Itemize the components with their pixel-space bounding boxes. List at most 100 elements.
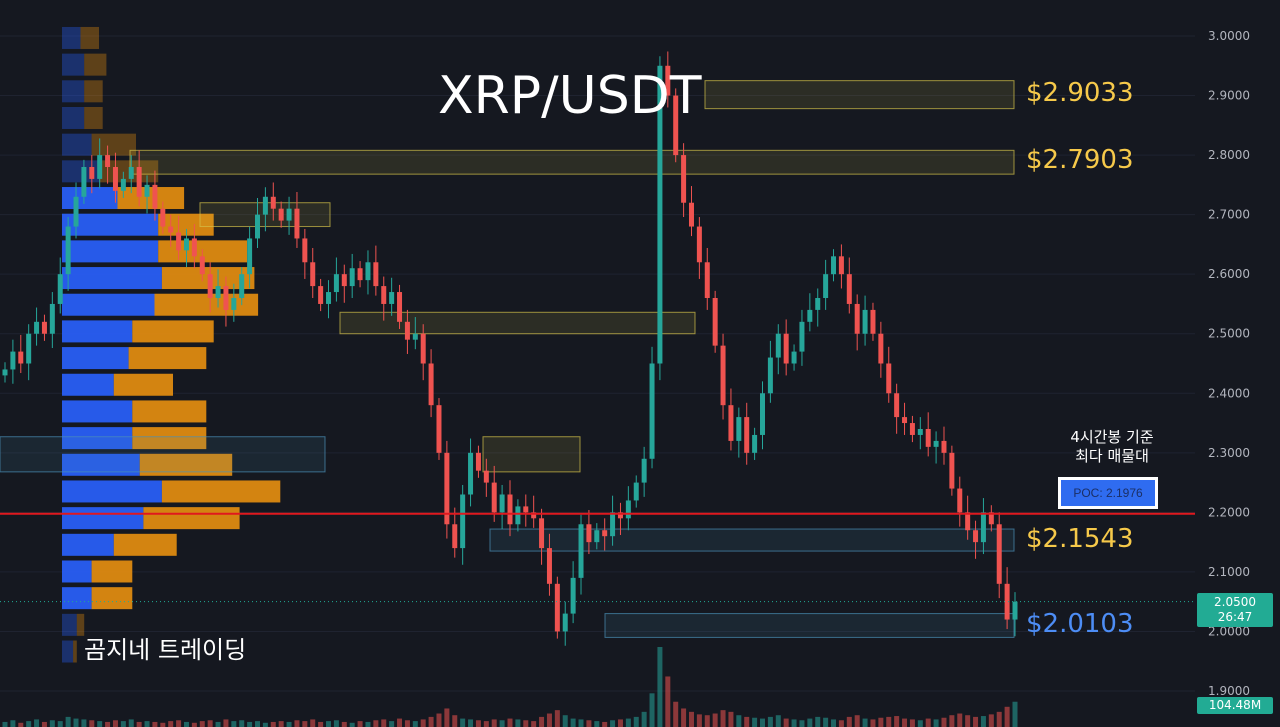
y-tick-label: 2.0000 bbox=[1208, 624, 1250, 638]
volume-bar bbox=[973, 716, 979, 727]
volume-bar bbox=[996, 711, 1002, 727]
volume-bar bbox=[831, 719, 837, 727]
y-tick-label: 1.9000 bbox=[1208, 684, 1250, 698]
candle-body bbox=[965, 512, 971, 531]
candle-body bbox=[81, 167, 87, 197]
candle-body bbox=[539, 518, 545, 549]
volume-bar bbox=[886, 716, 892, 727]
volume-bar bbox=[160, 722, 166, 727]
profile-bar-down bbox=[139, 453, 233, 476]
candle-body bbox=[333, 274, 339, 293]
profile-bar-up bbox=[62, 240, 159, 263]
profile-bar-up bbox=[62, 533, 114, 556]
volume-bar bbox=[846, 716, 852, 727]
candle-body bbox=[294, 208, 300, 239]
volume-bar bbox=[326, 721, 332, 727]
volume-bar bbox=[617, 719, 623, 727]
candle-body bbox=[168, 226, 174, 233]
candle-body bbox=[767, 357, 773, 394]
volume-bar bbox=[460, 718, 466, 727]
volume-bar bbox=[397, 718, 403, 727]
candle-body bbox=[247, 238, 253, 275]
candle-body bbox=[199, 256, 205, 275]
candle-body bbox=[578, 524, 584, 578]
candle-body bbox=[807, 309, 813, 322]
candle-body bbox=[215, 286, 221, 298]
candle-body bbox=[397, 292, 403, 322]
candle-body bbox=[554, 583, 560, 632]
countdown: 26:47 bbox=[1217, 610, 1253, 624]
volume-bar bbox=[34, 719, 40, 727]
candle-body bbox=[223, 286, 229, 310]
candle-body bbox=[357, 268, 363, 281]
candle-body bbox=[428, 363, 434, 406]
chart-title: XRP/USDT bbox=[438, 66, 702, 126]
volume-bar bbox=[957, 713, 963, 727]
level-label: $2.9033 bbox=[1026, 77, 1134, 108]
volume-bar bbox=[294, 720, 300, 727]
volume-bar bbox=[136, 721, 142, 727]
candle-body bbox=[420, 333, 426, 364]
candle-body bbox=[460, 494, 466, 549]
candle-body bbox=[941, 440, 947, 453]
current-price-tag: 2.0500 26:47 bbox=[1197, 593, 1273, 627]
candle-body bbox=[602, 530, 608, 537]
volume-bar bbox=[902, 718, 908, 727]
volume-bar bbox=[341, 721, 347, 727]
candle-body bbox=[499, 494, 505, 513]
volume-bar bbox=[799, 720, 805, 727]
volume-bar bbox=[815, 716, 821, 727]
candle-body bbox=[404, 321, 410, 340]
candle-body bbox=[507, 494, 513, 525]
volume-bar bbox=[775, 715, 781, 727]
candle-body bbox=[49, 303, 55, 334]
candle-body bbox=[894, 393, 900, 418]
volume-bar bbox=[112, 720, 118, 727]
volume-bar bbox=[491, 719, 497, 727]
volume-bar bbox=[475, 720, 481, 727]
candle-body bbox=[902, 417, 908, 424]
volume-bar bbox=[673, 701, 679, 727]
zone-box bbox=[339, 311, 696, 335]
volume-bar bbox=[26, 721, 32, 727]
volume-bar bbox=[878, 717, 884, 727]
volume-bar bbox=[736, 715, 742, 727]
candle-body bbox=[270, 196, 276, 209]
profile-bar-up bbox=[62, 373, 114, 396]
volume-bar bbox=[578, 719, 584, 727]
volume-bar bbox=[183, 721, 189, 727]
candle-body bbox=[823, 274, 829, 298]
volume-bar bbox=[73, 718, 79, 727]
profile-bar-down bbox=[84, 80, 103, 103]
volume-bar bbox=[468, 719, 474, 727]
zone-box bbox=[482, 436, 581, 473]
volume-bar bbox=[333, 720, 339, 727]
candle-body bbox=[641, 458, 647, 483]
candle-body bbox=[89, 167, 95, 179]
y-tick-label: 2.6000 bbox=[1208, 267, 1250, 281]
volume-bar bbox=[980, 716, 986, 727]
profile-bar-down bbox=[91, 587, 133, 610]
candle-body bbox=[775, 333, 781, 358]
volume-bars bbox=[2, 647, 1018, 727]
profile-bar-up bbox=[62, 427, 133, 450]
candle-body bbox=[704, 262, 710, 298]
candle-body bbox=[815, 298, 821, 310]
candle-body bbox=[389, 292, 395, 304]
volume-bar bbox=[18, 722, 24, 727]
candle-body bbox=[136, 167, 142, 197]
candle-body bbox=[128, 167, 134, 179]
volume-bar bbox=[507, 718, 513, 727]
volume-bar bbox=[191, 722, 197, 727]
y-tick-label: 2.2000 bbox=[1208, 505, 1250, 519]
zone-box bbox=[0, 436, 326, 473]
candle-body bbox=[546, 548, 552, 584]
candle-body bbox=[412, 333, 418, 340]
volume-bar bbox=[404, 720, 410, 727]
volume-bar bbox=[633, 716, 639, 727]
candle-body bbox=[625, 500, 631, 519]
profile-bar-up bbox=[62, 133, 92, 156]
candle-body bbox=[665, 65, 671, 96]
